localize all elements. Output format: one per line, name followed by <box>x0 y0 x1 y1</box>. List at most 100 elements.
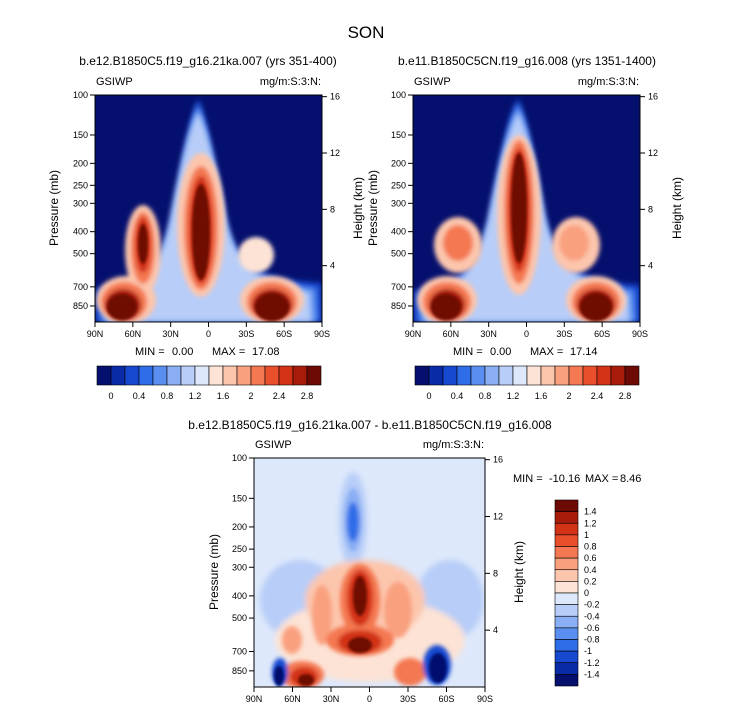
panel-1-ylabel: Pressure (mb) <box>47 170 61 246</box>
panel-1-max-value: 17.08 <box>252 346 280 358</box>
panel-1-left-label: GSIWP <box>96 76 133 88</box>
colorbar-swatch <box>554 650 579 664</box>
colorbar-swatch <box>554 511 579 524</box>
colorbar-label: -1 <box>584 646 592 656</box>
colorbar-label: 0.2 <box>584 576 597 586</box>
figure-title: SON <box>348 23 385 42</box>
y-tick-label: 200 <box>73 158 88 168</box>
panel-2-plot <box>413 95 640 322</box>
y-tick-label: 300 <box>391 198 406 208</box>
y-tick-label: 150 <box>73 130 88 140</box>
colorbar-swatch <box>540 365 556 386</box>
x-tick-label: 30N <box>323 694 340 704</box>
panel-1-max-label: MAX = <box>212 346 245 358</box>
colorbar-swatch <box>554 615 579 629</box>
colorbar-swatch <box>456 365 472 386</box>
colorbar-swatch <box>208 365 224 386</box>
y-right-tick-label: 12 <box>330 148 340 158</box>
colorbar-swatch <box>166 365 182 386</box>
colorbar-label: 1.2 <box>584 518 597 528</box>
colorbar-swatch <box>554 365 570 386</box>
colorbar-label: 2 <box>248 391 253 401</box>
y-tick-label: 850 <box>391 301 406 311</box>
panel-3-ylabel-right: Height (km) <box>512 541 526 603</box>
colorbar-top-left: 0 0.4 0.8 1.2 1.6 2 2.4 2.8 <box>96 365 322 401</box>
y-tick-label: 150 <box>232 493 247 503</box>
y-tick-label: 250 <box>73 180 88 190</box>
y-tick-label: 100 <box>391 90 406 100</box>
colorbar-swatch <box>194 365 210 386</box>
y-right-tick-label: 16 <box>330 92 340 102</box>
colorbar-swatch <box>554 522 579 536</box>
x-tick-label: 0 <box>206 329 211 339</box>
colorbar-swatch <box>306 365 322 386</box>
colorbar-swatch <box>554 546 579 559</box>
y-tick-label: 100 <box>73 90 88 100</box>
colorbar-swatch <box>498 365 514 386</box>
colorbar-label: 0.8 <box>161 391 174 401</box>
x-tick-label: 90N <box>87 329 104 339</box>
colorbar-swatch <box>554 581 579 594</box>
x-tick-label: 30S <box>556 329 572 339</box>
panel-3-max-label: MAX = <box>585 473 618 485</box>
panel-1-title: b.e12.B1850C5.f19_g16.21ka.007 (yrs 351-… <box>79 54 337 68</box>
colorbar-swatch <box>554 534 579 547</box>
panel-3-title: b.e12.B1850C5.f19_g16.21ka.007 - b.e11.B… <box>188 418 552 432</box>
colorbar-label: 0.4 <box>584 565 597 575</box>
colorbar-diff: 1.41.2 1 0.80.6 0.40.2 0 -0.2-0.4 -0.6 -0.8-1 -1… <box>554 499 600 687</box>
y-tick-label: 500 <box>73 249 88 259</box>
y-right-tick-label: 4 <box>648 261 653 271</box>
y-right-tick-label: 4 <box>330 261 335 271</box>
colorbar-top-right: 0 0.4 0.8 1.2 1.6 2 2.4 2.8 <box>414 365 640 401</box>
y-tick-label: 500 <box>232 613 247 623</box>
panel-2-right-label: mg/m:S:3:N: <box>578 76 639 88</box>
colorbar-swatch <box>264 365 280 386</box>
x-tick-label: 60S <box>438 694 454 704</box>
colorbar-swatch <box>124 365 140 386</box>
y-tick-label: 300 <box>232 562 247 572</box>
y-tick-label: 500 <box>391 249 406 259</box>
x-tick-label: 30S <box>238 329 254 339</box>
colorbar-label: 1 <box>584 530 589 540</box>
colorbar-label: 1.6 <box>535 391 548 401</box>
x-tick-label: 90S <box>314 329 330 339</box>
y-right-tick-label: 8 <box>648 204 653 214</box>
colorbar-swatch <box>110 365 126 386</box>
colorbar-label: 0 <box>108 391 113 401</box>
panel-3-max-value: 8.46 <box>620 473 641 485</box>
panel-3-ylabel: Pressure (mb) <box>207 534 221 610</box>
y-tick-label: 200 <box>232 522 247 532</box>
colorbar-swatch <box>554 592 579 605</box>
colorbar-swatch <box>582 365 598 386</box>
y-tick-label: 700 <box>73 282 88 292</box>
panel-2-axes: 90N 60N 30N 0 30S 60S 90S 100 150 200 250 300 400 500… <box>391 90 658 339</box>
panel-2-min-label: MIN = <box>453 346 483 358</box>
colorbar-label: 1.2 <box>507 391 520 401</box>
x-tick-label: 60S <box>594 329 610 339</box>
colorbar-swatch <box>292 365 308 386</box>
colorbar-swatch <box>250 365 266 386</box>
colorbar-swatch <box>554 639 579 652</box>
x-tick-label: 30N <box>480 329 497 339</box>
y-right-tick-label: 16 <box>493 455 503 465</box>
panel-2-ylabel: Pressure (mb) <box>366 170 380 246</box>
x-tick-label: 90S <box>477 694 493 704</box>
x-tick-label: 0 <box>524 329 529 339</box>
panel-2-max-label: MAX = <box>530 346 563 358</box>
colorbar-swatch <box>278 365 294 386</box>
colorbar-swatch <box>554 604 579 617</box>
y-right-tick-label: 4 <box>493 625 498 635</box>
colorbar-swatch <box>554 662 579 675</box>
colorbar-swatch <box>568 365 584 386</box>
colorbar-swatch <box>96 365 112 386</box>
y-right-tick-label: 8 <box>330 204 335 214</box>
colorbar-label: -1.4 <box>584 669 600 679</box>
colorbar-label: -1.2 <box>584 658 600 668</box>
colorbar-label: 2.4 <box>591 391 604 401</box>
y-tick-label: 700 <box>391 282 406 292</box>
colorbar-swatch <box>152 365 168 386</box>
colorbar-swatch <box>180 365 196 386</box>
colorbar-swatch <box>554 569 579 582</box>
colorbar-label: 0.4 <box>451 391 464 401</box>
panel-1-ylabel-right: Height (km) <box>351 177 365 239</box>
